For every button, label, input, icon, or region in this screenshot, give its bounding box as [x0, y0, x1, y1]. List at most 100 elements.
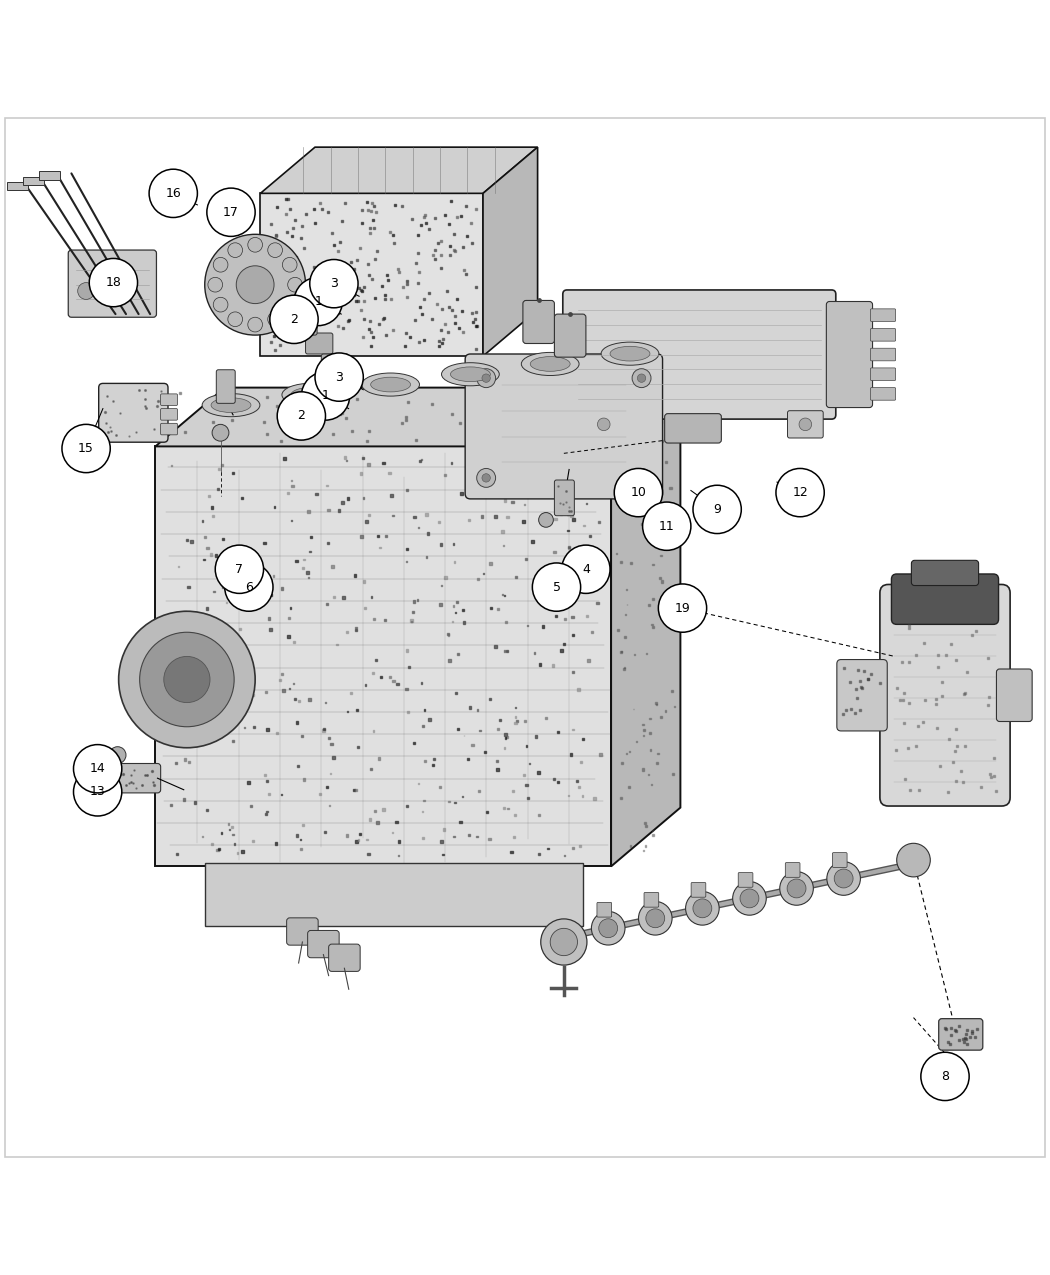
Point — [895, 690, 911, 710]
Point — [262, 213, 279, 233]
Point — [632, 456, 649, 477]
Point — [579, 493, 595, 514]
Point — [432, 776, 448, 797]
Point — [407, 430, 424, 450]
Point — [948, 616, 965, 636]
Point — [353, 199, 370, 219]
Point — [650, 743, 667, 764]
Point — [260, 263, 277, 283]
Point — [441, 650, 458, 671]
Ellipse shape — [601, 342, 659, 365]
FancyBboxPatch shape — [308, 931, 339, 958]
Text: 2: 2 — [297, 409, 306, 422]
Point — [383, 486, 400, 506]
Point — [448, 592, 465, 612]
Point — [988, 780, 1005, 801]
Point — [194, 826, 211, 847]
Point — [279, 626, 296, 646]
Point — [439, 282, 456, 302]
Point — [645, 821, 662, 842]
Point — [323, 733, 340, 754]
Point — [519, 453, 536, 473]
Point — [316, 719, 333, 739]
Point — [627, 418, 644, 439]
Point — [634, 760, 651, 780]
Point — [284, 476, 300, 496]
Point — [417, 751, 434, 771]
Point — [438, 567, 455, 588]
Point — [461, 825, 478, 845]
Point — [463, 303, 480, 324]
Point — [441, 790, 458, 811]
Point — [262, 620, 279, 640]
Point — [273, 664, 290, 685]
Point — [562, 303, 579, 324]
Point — [260, 784, 277, 805]
Point — [947, 719, 964, 739]
Point — [351, 278, 368, 298]
Point — [346, 565, 363, 585]
Point — [410, 273, 426, 293]
Point — [531, 654, 548, 674]
Point — [648, 694, 665, 714]
Point — [964, 1023, 981, 1043]
Point — [377, 609, 394, 630]
Point — [262, 301, 279, 321]
Circle shape — [740, 889, 759, 908]
Point — [512, 481, 529, 501]
Point — [338, 408, 355, 428]
Point — [538, 428, 554, 449]
Point — [909, 717, 926, 737]
Point — [218, 653, 235, 673]
Point — [234, 842, 251, 862]
Point — [504, 492, 521, 513]
Point — [171, 382, 188, 403]
Point — [566, 428, 583, 449]
FancyBboxPatch shape — [161, 394, 177, 405]
Circle shape — [109, 747, 126, 764]
Point — [369, 241, 385, 261]
Point — [368, 203, 384, 223]
Point — [592, 399, 609, 419]
Point — [320, 500, 337, 520]
Point — [356, 309, 373, 329]
Point — [489, 760, 506, 780]
Point — [99, 385, 116, 405]
Point — [414, 305, 430, 325]
Point — [278, 292, 295, 312]
Point — [342, 683, 359, 704]
Point — [291, 691, 308, 711]
Circle shape — [213, 258, 228, 272]
Circle shape — [562, 546, 610, 593]
Point — [560, 520, 576, 541]
Point — [621, 741, 637, 761]
Point — [413, 673, 429, 694]
Point — [665, 764, 681, 784]
Point — [398, 678, 415, 699]
Point — [500, 798, 517, 819]
Point — [497, 724, 513, 745]
Point — [648, 752, 665, 773]
Point — [842, 672, 859, 692]
Point — [435, 397, 452, 417]
Point — [479, 408, 496, 428]
Point — [404, 602, 421, 622]
Point — [470, 780, 487, 801]
Point — [440, 323, 457, 343]
Point — [418, 505, 435, 525]
Point — [405, 733, 422, 754]
Circle shape — [74, 745, 122, 793]
Point — [550, 421, 567, 441]
Point — [196, 687, 213, 708]
Point — [498, 612, 514, 632]
Point — [664, 681, 680, 701]
Point — [399, 287, 416, 307]
Point — [316, 311, 333, 332]
Point — [413, 214, 429, 235]
Point — [260, 608, 277, 629]
Point — [956, 1033, 972, 1053]
Point — [214, 576, 231, 597]
Point — [400, 701, 417, 722]
Point — [556, 608, 573, 629]
Point — [353, 463, 370, 483]
